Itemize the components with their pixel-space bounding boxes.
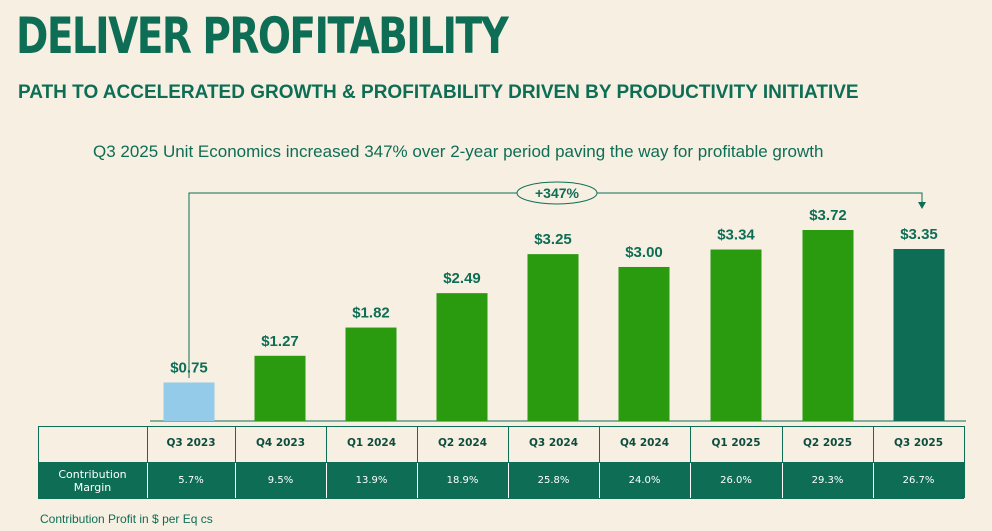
table-column-divider xyxy=(599,426,600,498)
table-cell-separator xyxy=(326,463,327,498)
quarter-label: Q4 2023 xyxy=(255,437,306,449)
margin-value: 29.3% xyxy=(782,463,873,498)
growth-badge-outline xyxy=(516,181,598,205)
table-column-divider xyxy=(508,426,509,498)
table-column-divider xyxy=(964,426,965,498)
table-cell-separator xyxy=(147,463,148,498)
data-label: $1.27 xyxy=(261,333,299,350)
margin-value: 5.7% xyxy=(147,463,235,498)
table-row-divider xyxy=(38,462,964,463)
bar-q3-2025 xyxy=(893,248,945,421)
data-label: $3.34 xyxy=(717,227,755,244)
table-column-divider xyxy=(38,426,39,498)
margin-value: 9.5% xyxy=(235,463,326,498)
margin-value: 18.9% xyxy=(417,463,508,498)
arrow-down-icon xyxy=(918,202,926,209)
table-cell-separator xyxy=(235,463,236,498)
page-title: DELIVER PROFITABILITY xyxy=(16,7,509,65)
bar-q2-2024 xyxy=(436,293,488,421)
margin-value: 26.7% xyxy=(873,463,964,498)
bar-q3-2024 xyxy=(527,254,579,421)
table-column-divider xyxy=(782,426,783,498)
table-column-divider xyxy=(326,426,327,498)
quarter-label: Q3 2024 xyxy=(528,437,579,449)
growth-badge: +347% xyxy=(535,185,580,201)
data-label: $3.72 xyxy=(809,207,847,224)
data-label: $2.49 xyxy=(443,270,481,287)
table-cell-separator xyxy=(417,463,418,498)
table-cell-separator xyxy=(690,463,691,498)
table-column-divider xyxy=(690,426,691,498)
contribution-margin-label: Contribution Margin xyxy=(38,463,147,498)
table-cell-separator xyxy=(599,463,600,498)
quarter-label: Q1 2024 xyxy=(346,437,397,449)
table-cell-separator xyxy=(873,463,874,498)
table-top-border xyxy=(38,426,964,427)
quarter-label: Q1 2025 xyxy=(711,437,761,449)
quarter-label: Q2 2025 xyxy=(802,437,853,449)
table-column-divider xyxy=(417,426,418,498)
quarter-label: Q3 2025 xyxy=(893,437,944,449)
table-column-divider xyxy=(147,426,148,498)
data-label: $3.25 xyxy=(534,231,572,248)
bar-q4-2024 xyxy=(618,266,670,421)
quarter-label: Q4 2024 xyxy=(619,437,670,449)
table-column-divider xyxy=(873,426,874,498)
bar-q2-2025 xyxy=(802,230,854,421)
data-label: $1.82 xyxy=(352,305,390,322)
growth-bracket-line xyxy=(188,192,923,378)
bar-q4-2023 xyxy=(254,355,306,421)
data-label: $3.00 xyxy=(625,244,663,261)
margin-value: 25.8% xyxy=(508,463,599,498)
bar-q3-2023 xyxy=(163,382,215,421)
margin-value: 26.0% xyxy=(690,463,782,498)
table-cell-separator xyxy=(508,463,509,498)
bar-q1-2025 xyxy=(710,249,762,421)
margin-value: 13.9% xyxy=(326,463,417,498)
bar-q1-2024 xyxy=(345,327,397,421)
chart-caption: Q3 2025 Unit Economics increased 347% ov… xyxy=(93,142,824,161)
margin-value: 24.0% xyxy=(599,463,690,498)
quarter-label: Q2 2024 xyxy=(437,437,488,449)
quarter-label: Q3 2023 xyxy=(166,437,216,449)
page-subtitle: PATH TO ACCELERATED GROWTH & PROFITABILI… xyxy=(18,82,859,103)
data-label: $3.35 xyxy=(900,226,938,243)
chart-footnote: Contribution Profit in $ per Eq cs xyxy=(40,512,213,526)
table-cell-separator xyxy=(782,463,783,498)
table-column-divider xyxy=(235,426,236,498)
table-bottom-border xyxy=(38,498,964,499)
